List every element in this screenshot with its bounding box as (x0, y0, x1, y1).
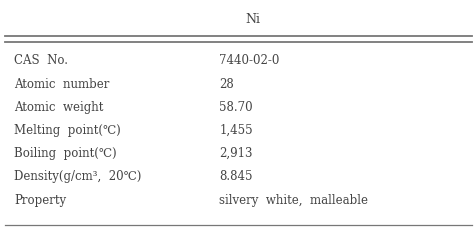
Text: 2,913: 2,913 (219, 147, 252, 160)
Text: Property: Property (14, 194, 66, 207)
Text: 8.845: 8.845 (219, 170, 252, 183)
Text: CAS  No.: CAS No. (14, 54, 68, 67)
Text: 7440-02-0: 7440-02-0 (219, 54, 279, 67)
Text: Ni: Ni (245, 13, 260, 26)
Text: Atomic  weight: Atomic weight (14, 101, 103, 114)
Text: silvery  white,  malleable: silvery white, malleable (219, 194, 367, 207)
Text: 58.70: 58.70 (219, 101, 252, 114)
Text: Density(g/cm³,  20℃): Density(g/cm³, 20℃) (14, 170, 141, 183)
Text: 1,455: 1,455 (219, 124, 252, 137)
Text: Boiling  point(℃): Boiling point(℃) (14, 147, 117, 160)
Text: Melting  point(℃): Melting point(℃) (14, 124, 121, 137)
Text: 28: 28 (219, 77, 234, 91)
Text: Atomic  number: Atomic number (14, 77, 109, 91)
